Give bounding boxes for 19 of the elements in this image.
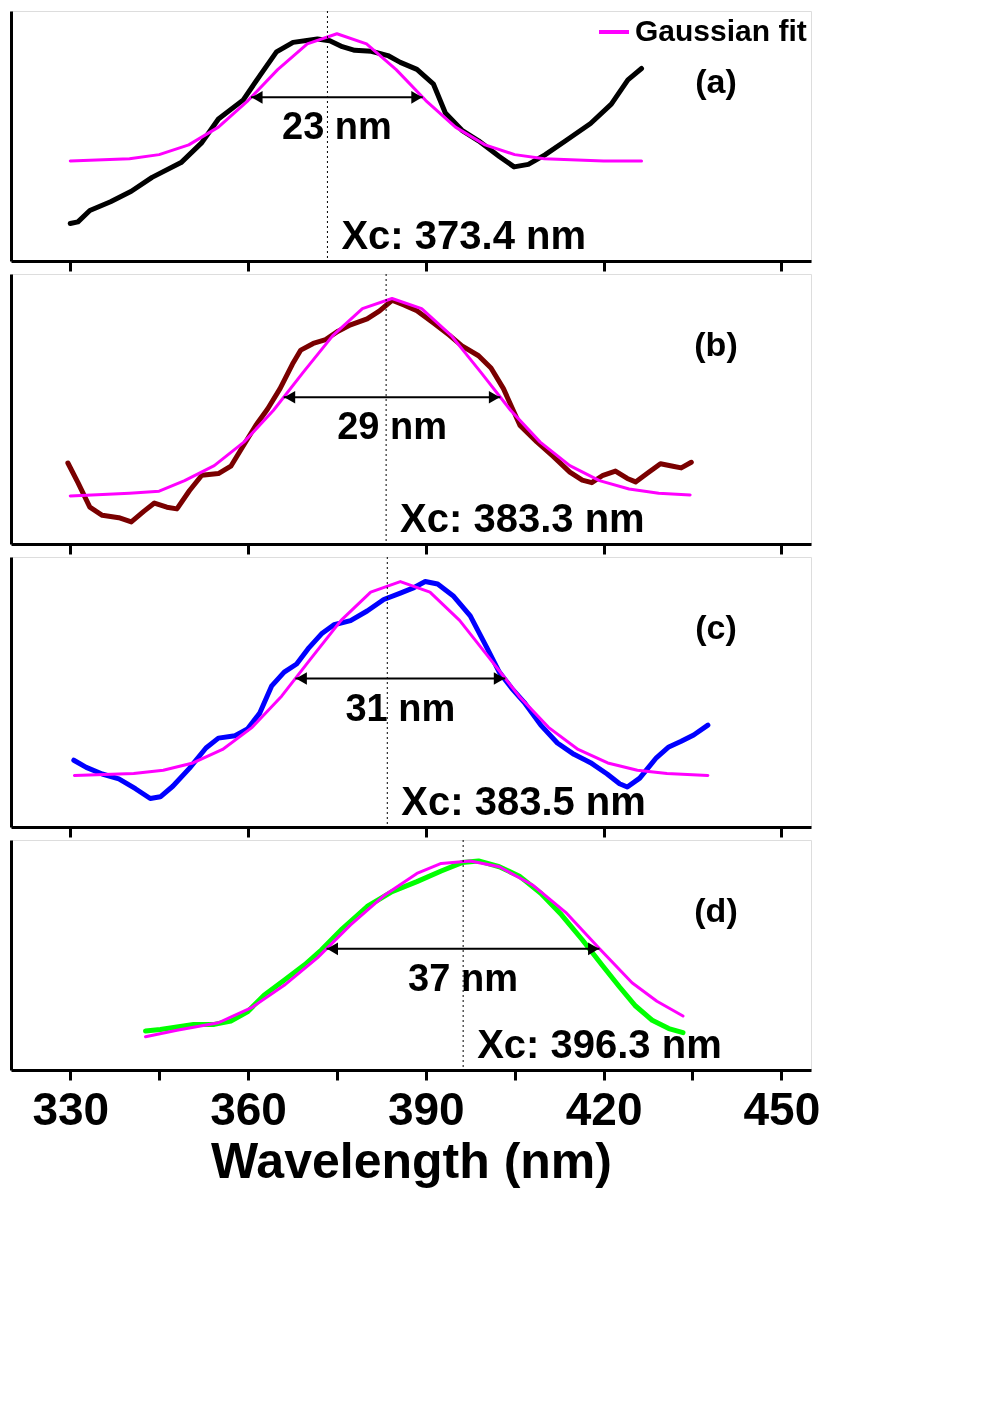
x-tick-label: 390 bbox=[387, 1082, 465, 1135]
annotation: (c) bbox=[695, 608, 737, 646]
annotation: 31 nm bbox=[345, 686, 456, 729]
annotation: 37 nm bbox=[408, 956, 518, 999]
ref-line-label: Xc: 373.4 nm bbox=[341, 213, 587, 257]
annotation: (b) bbox=[694, 325, 738, 363]
legend-label: Gaussian fit bbox=[635, 14, 807, 47]
annotation: 23 nm bbox=[282, 105, 392, 148]
annotation: (a) bbox=[695, 62, 737, 100]
x-tick-label: 360 bbox=[210, 1082, 287, 1135]
x-axis-title: Wavelength (nm) bbox=[211, 1132, 612, 1189]
annotation: (d) bbox=[694, 891, 738, 929]
x-tick-label: 330 bbox=[32, 1082, 110, 1135]
x-tick-label: 420 bbox=[565, 1082, 643, 1135]
ref-line-label: Xc: 383.5 nm bbox=[401, 779, 646, 823]
x-tick-label: 450 bbox=[743, 1082, 821, 1135]
ref-line-label: Xc: 383.3 nm bbox=[400, 496, 645, 540]
ref-line-label: Xc: 396.3 nm bbox=[477, 1022, 722, 1066]
annotation: 29 nm bbox=[337, 405, 447, 448]
